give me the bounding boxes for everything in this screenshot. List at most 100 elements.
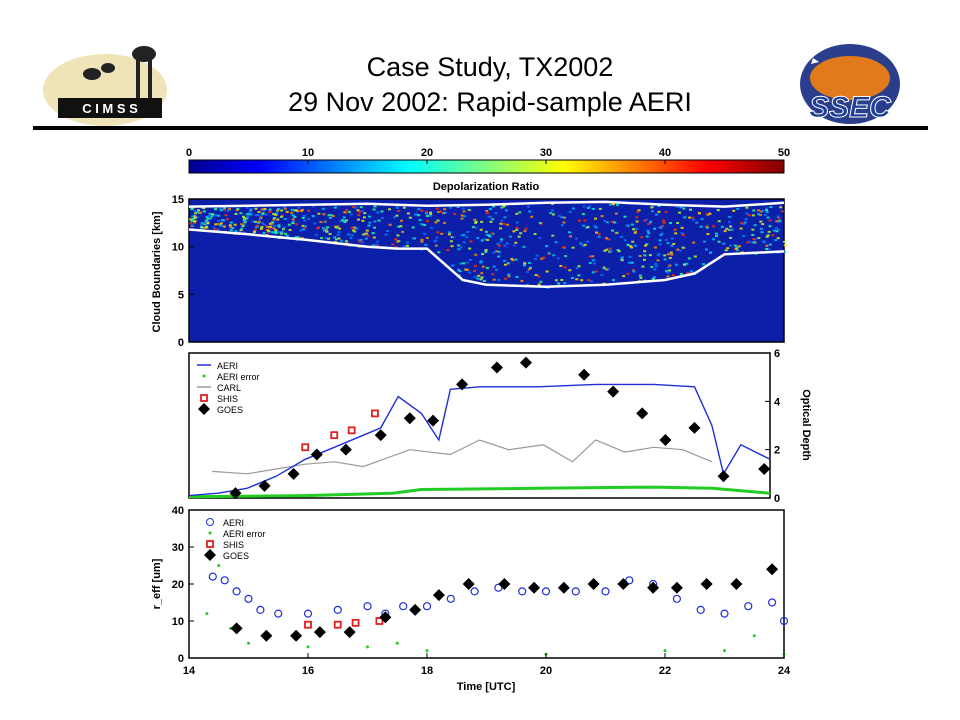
heatmap-cell [224, 214, 228, 217]
heatmap-cell [735, 247, 739, 250]
heatmap-cell [257, 211, 261, 214]
heatmap-cell [768, 225, 772, 228]
heatmap-cell [229, 221, 233, 224]
heatmap-cell [295, 223, 299, 226]
heatmap-cell [245, 217, 249, 220]
optical-depth-series [188, 356, 771, 500]
heatmap-cell [780, 210, 784, 213]
cloud-y-axis-label: Cloud Boundaries [km] [151, 211, 163, 332]
colorbar-tick-label: 0 [186, 147, 192, 159]
legend-shis-swatch [206, 540, 214, 548]
aeri-point [274, 609, 283, 618]
heatmap-cell [351, 205, 355, 208]
heatmap-cell [658, 239, 662, 242]
cimss-logo-text: C I M S S [82, 101, 138, 116]
heatmap-cell [260, 208, 264, 211]
heatmap-cell [654, 246, 658, 249]
slide-title-line1: Case Study, TX2002 [366, 52, 614, 82]
heatmap-cell [527, 268, 531, 271]
heatmap-cell [570, 276, 574, 279]
shis-point [371, 409, 379, 418]
heatmap-cell [654, 265, 658, 268]
heatmap-cell [417, 208, 421, 211]
heatmap-cell [234, 212, 238, 215]
heatmap-cell [459, 262, 463, 265]
heatmap-cell [460, 214, 464, 217]
heatmap-cell [759, 227, 763, 230]
heatmap-cell [241, 215, 245, 218]
heatmap-cell [191, 224, 195, 227]
heatmap-cell [630, 246, 634, 249]
heatmap-cell [462, 241, 466, 244]
heatmap-cell [219, 209, 223, 212]
heatmap-cell [591, 271, 595, 274]
heatmap-cell [380, 210, 384, 213]
heatmap-cell [783, 250, 787, 253]
heatmap-cell [481, 253, 485, 256]
heatmap-cell [635, 216, 639, 219]
heatmap-cell [236, 207, 240, 210]
heatmap-cell [323, 220, 327, 223]
heatmap-cell [586, 206, 590, 209]
heatmap-cell [282, 228, 286, 231]
aeri-error-point [205, 612, 209, 616]
heatmap-cell [518, 211, 522, 214]
heatmap-cell [297, 206, 301, 209]
heatmap-cell [253, 228, 257, 231]
heatmap-cell [494, 212, 498, 215]
heatmap-cell [505, 242, 509, 245]
x-tick-label: 20 [540, 665, 552, 677]
heatmap-cell [206, 217, 210, 220]
heatmap-cell [277, 225, 281, 228]
heatmap-cell [217, 214, 221, 217]
goes-point [403, 412, 416, 425]
heatmap-cell [452, 236, 456, 239]
heatmap-cell [293, 215, 297, 218]
heatmap-cell [577, 265, 581, 268]
heatmap-cell [767, 248, 771, 251]
aeri-point [208, 572, 217, 581]
heatmap-cell [756, 213, 760, 216]
heatmap-cell [373, 220, 377, 223]
colorbar: 0 10 20 30 40 50 Depolarization Ratio [186, 147, 790, 193]
aeri-error-point [752, 634, 756, 638]
heatmap-cell [606, 221, 610, 224]
heatmap-cell [340, 239, 344, 242]
heatmap-cell [520, 279, 524, 282]
heatmap-cell [295, 209, 299, 212]
heatmap-cell [645, 235, 649, 238]
heatmap-cell [538, 236, 542, 239]
heatmap-cell [676, 221, 680, 224]
heatmap-cell [549, 212, 553, 215]
heatmap-cell [682, 263, 686, 266]
heatmap-cell [588, 255, 592, 258]
heatmap-cell [490, 232, 494, 235]
legend-aeri-error-swatch [208, 531, 212, 535]
heatmap-cell [772, 229, 776, 232]
optical-depth-y-tick-label: 0 [774, 493, 780, 505]
heatmap-cell [221, 219, 225, 222]
heatmap-cell [270, 231, 274, 234]
heatmap-cell [503, 244, 507, 247]
heatmap-cell [545, 270, 549, 273]
heatmap-cell [562, 246, 566, 249]
heatmap-cell [591, 255, 595, 258]
heatmap-cell [484, 249, 488, 252]
heatmap-cell [465, 261, 469, 264]
goes-point [617, 578, 630, 590]
heatmap-cell [666, 242, 670, 245]
heatmap-cell [747, 214, 751, 217]
aeri-error-point [366, 645, 369, 649]
heatmap-cell [216, 223, 220, 226]
heatmap-cell [700, 218, 704, 221]
heatmap-cell [676, 248, 680, 251]
colorbar-tick-label: 50 [778, 147, 790, 159]
heatmap-cell [580, 279, 584, 282]
heatmap-cell [571, 246, 575, 249]
heatmap-cell [613, 221, 617, 224]
goes-point [717, 470, 730, 483]
heatmap-cell [614, 232, 618, 235]
heatmap-cell [778, 220, 782, 223]
heatmap-cell [456, 205, 460, 208]
heatmap-cell [429, 211, 433, 214]
